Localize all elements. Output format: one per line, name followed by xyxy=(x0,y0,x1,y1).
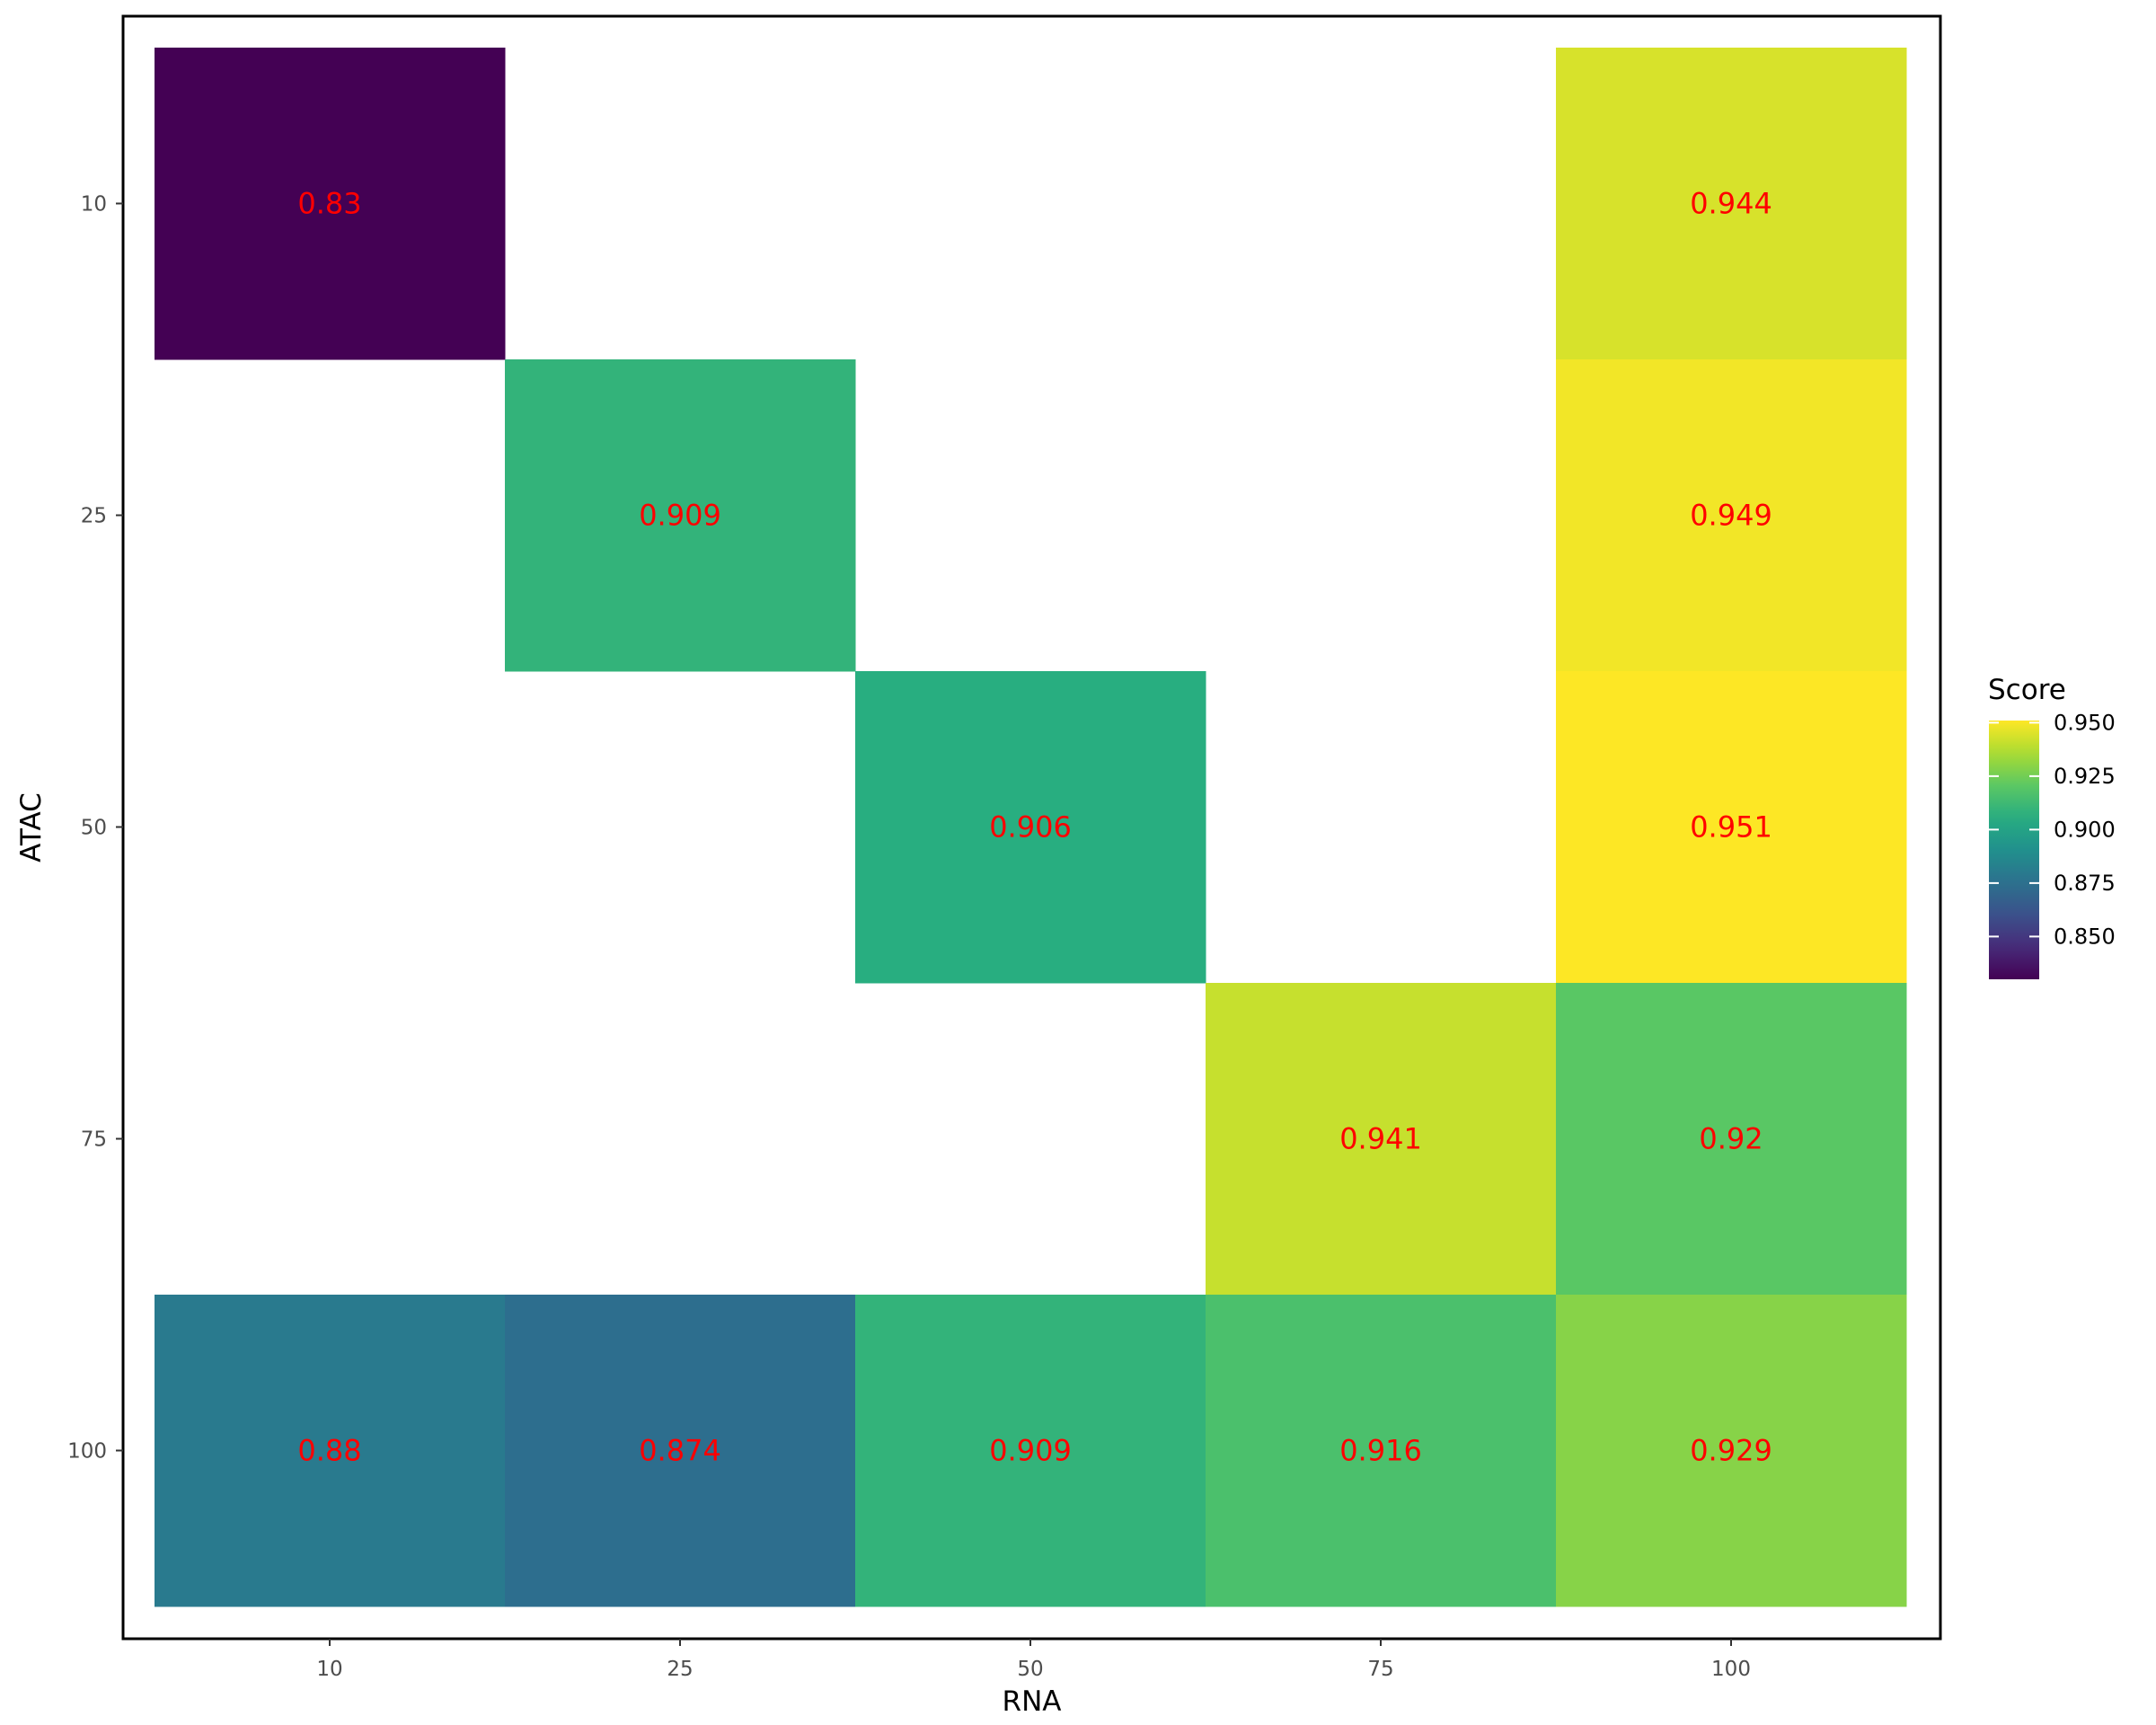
heatmap-cell xyxy=(1556,359,1907,672)
legend-ticks: 0.850 0.875 0.900 0.925 0.950 xyxy=(1989,710,2116,949)
x-tick-label: 25 xyxy=(667,1658,693,1681)
cell-value-label: 0.941 xyxy=(1339,1122,1422,1156)
heatmap-cell-labels: 0.83 0.944 0.909 0.949 0.906 0.951 0.941 0.92 0.… xyxy=(297,187,1772,1468)
x-axis-ticks: 10 25 50 75 100 xyxy=(316,1639,1751,1681)
legend-tick-label: 0.875 xyxy=(2054,871,2116,896)
cell-value-label: 0.944 xyxy=(1690,187,1772,221)
heatmap-cell xyxy=(155,48,506,360)
color-legend: Score 0.850 0.875 0.900 0.925 0.950 xyxy=(1988,674,2116,979)
heatmap-cell xyxy=(505,1295,856,1607)
x-tick-label: 50 xyxy=(1017,1658,1043,1681)
cell-value-label: 0.949 xyxy=(1690,499,1772,533)
cell-value-label: 0.92 xyxy=(1699,1122,1763,1156)
cell-value-label: 0.951 xyxy=(1690,810,1772,845)
y-tick-label: 100 xyxy=(67,1440,107,1464)
y-axis-ticks: 10 25 50 75 100 xyxy=(67,193,123,1464)
legend-tick-label: 0.900 xyxy=(2054,817,2116,842)
heatmap-cell xyxy=(155,1295,506,1607)
x-tick-label: 100 xyxy=(1711,1658,1751,1681)
cell-value-label: 0.929 xyxy=(1690,1434,1772,1468)
heatmap-cell xyxy=(855,671,1206,984)
heatmap-cell xyxy=(1206,1295,1557,1607)
x-tick-label: 75 xyxy=(1367,1658,1393,1681)
heatmap-cell xyxy=(1556,983,1907,1296)
heatmap-cell xyxy=(1556,48,1907,360)
cell-value-label: 0.909 xyxy=(989,1434,1072,1468)
cell-value-label: 0.88 xyxy=(297,1434,361,1468)
heatmap-cell xyxy=(1556,671,1907,984)
heatmap-cell xyxy=(1206,983,1557,1296)
cell-value-label: 0.909 xyxy=(639,499,721,533)
heatmap-cell xyxy=(855,1295,1206,1607)
legend-title: Score xyxy=(1988,674,2066,706)
legend-tick-label: 0.925 xyxy=(2054,764,2116,789)
heatmap-cell xyxy=(1556,1295,1907,1607)
legend-tick-label: 0.950 xyxy=(2054,710,2116,735)
y-tick-label: 75 xyxy=(81,1128,107,1152)
cell-value-label: 0.874 xyxy=(639,1434,721,1468)
y-tick-label: 10 xyxy=(81,193,107,217)
heatmap-cells xyxy=(155,48,1907,1607)
y-axis-title: ATAC xyxy=(15,792,48,862)
cell-value-label: 0.916 xyxy=(1339,1434,1422,1468)
y-tick-label: 50 xyxy=(81,817,107,840)
cell-value-label: 0.83 xyxy=(297,187,361,221)
legend-colorbar xyxy=(1989,721,2039,979)
cell-value-label: 0.906 xyxy=(989,810,1072,845)
x-axis-title: RNA xyxy=(1003,1685,1062,1718)
x-tick-label: 10 xyxy=(316,1658,342,1681)
legend-tick-label: 0.850 xyxy=(2054,924,2116,949)
heatmap-cell xyxy=(505,359,856,672)
y-tick-label: 25 xyxy=(81,505,107,528)
